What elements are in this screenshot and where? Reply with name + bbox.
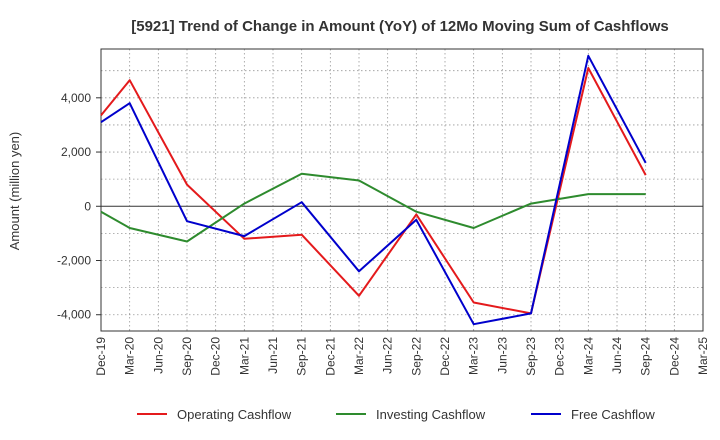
chart-title: [5921] Trend of Change in Amount (YoY) o… [131, 18, 669, 35]
series-line [100, 172, 646, 243]
x-tick-label: Jun-22 [381, 337, 395, 374]
x-tick-label: Mar-20 [123, 337, 137, 375]
legend-label: Investing Cashflow [376, 407, 486, 422]
x-tick-label: Sep-23 [524, 337, 538, 376]
plot-frame [100, 48, 704, 332]
x-tick-label: Mar-25 [696, 337, 710, 375]
x-tick-label: Dec-23 [553, 337, 567, 376]
y-tick-labels: -4,000 -2,000 0 2,000 4,000 [57, 91, 101, 322]
x-tick-label: Dec-20 [209, 337, 223, 376]
series-lines [100, 54, 647, 326]
x-tick-label: Dec-24 [667, 337, 681, 376]
axes [100, 48, 704, 332]
x-tick-label: Dec-21 [323, 337, 337, 376]
x-tick-label: Jun-20 [151, 337, 165, 374]
legend-label: Operating Cashflow [177, 407, 292, 422]
x-tick-label: Jun-21 [266, 337, 280, 374]
x-tick-label: Jun-24 [610, 337, 624, 374]
y-tick-label: 4,000 [61, 91, 91, 105]
x-tick-label: Sep-21 [295, 337, 309, 376]
x-tick-label: Dec-19 [94, 337, 108, 376]
y-tick-label: -4,000 [57, 308, 91, 322]
legend: Operating Cashflow Investing Cashflow Free… [137, 407, 655, 422]
x-tick-label: Mar-23 [467, 337, 481, 375]
series-line [100, 54, 647, 326]
y-tick-label: -2,000 [57, 254, 91, 268]
x-tick-label: Mar-24 [581, 337, 595, 375]
x-tick-label: Mar-22 [352, 337, 366, 375]
y-tick-label: 2,000 [61, 145, 91, 159]
series-line [100, 67, 647, 315]
x-tick-label: Dec-22 [438, 337, 452, 376]
x-tick-label: Sep-22 [409, 337, 423, 376]
x-tick-label: Sep-20 [180, 337, 194, 376]
legend-label: Free Cashflow [571, 407, 655, 422]
x-tick-label: Sep-24 [639, 337, 653, 376]
y-axis-label: Amount (million yen) [7, 132, 22, 251]
y-tick-label: 0 [84, 199, 91, 213]
x-tick-labels: Dec-19 Mar-20 Jun-20 Sep-20 Dec-20 Mar-21 Jun-… [94, 337, 710, 376]
x-tick-label: Jun-23 [495, 337, 509, 374]
x-tick-label: Mar-21 [237, 337, 251, 375]
